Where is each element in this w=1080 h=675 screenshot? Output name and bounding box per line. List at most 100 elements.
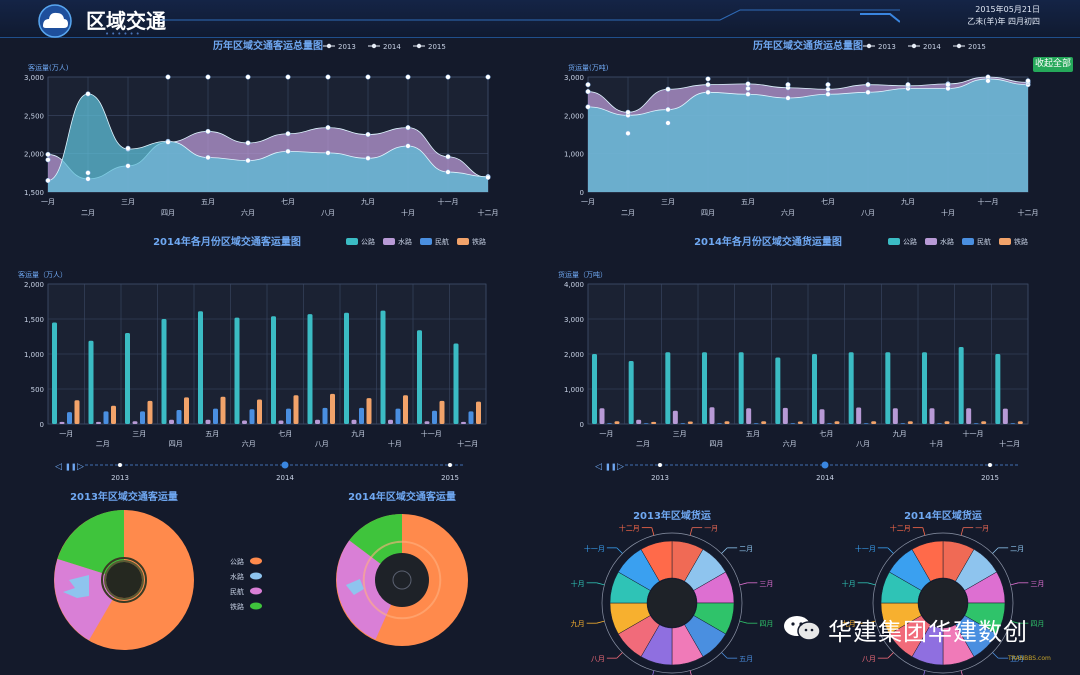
y-tick-label: 2,000 (564, 112, 584, 120)
month-label: 八月 (862, 655, 876, 663)
date-text: 2015年05月21日 (975, 5, 1040, 14)
series-area (588, 78, 1028, 192)
collapse-all-button[interactable]: 收起全部 (1033, 57, 1073, 72)
x-tick-label: 三月 (121, 198, 135, 206)
chart-title: 2014年各月份区域交通客运量图 (153, 235, 301, 248)
bar (125, 333, 130, 424)
timeline-year-label: 2014 (816, 474, 834, 482)
bar (834, 421, 840, 424)
x-tick-label: 八月 (856, 440, 870, 448)
month-label: 一月 (704, 525, 718, 533)
data-point (705, 76, 711, 82)
bar (315, 419, 320, 424)
bar (103, 411, 109, 424)
decor-dots: •••••• (105, 30, 142, 38)
timeline-point (118, 463, 122, 467)
bar (461, 421, 466, 424)
month-label: 八月 (591, 655, 605, 663)
y-tick-label: 3,000 (564, 74, 584, 82)
bar (205, 419, 211, 424)
bar (592, 354, 597, 424)
bar (856, 407, 862, 424)
data-point (125, 145, 131, 151)
y-tick-label: 2,000 (24, 281, 44, 289)
y-tick-label: 0 (580, 189, 584, 197)
data-point (825, 82, 831, 88)
pie-legend-swatch (250, 587, 262, 595)
outer-ring (601, 532, 743, 674)
pie-legend-swatch (250, 557, 262, 565)
bar (213, 408, 218, 424)
x-tick-label: 六月 (242, 439, 256, 448)
x-tick-label: 五月 (201, 198, 215, 206)
month-label: 十二月 (890, 524, 911, 533)
x-tick-label: 七月 (819, 429, 833, 438)
bar (88, 340, 94, 424)
timeline-next-icon: ▷ (77, 462, 84, 472)
data-point (285, 131, 291, 137)
legend-label: 铁路 (1014, 237, 1028, 246)
x-tick-label: 七月 (281, 197, 295, 206)
label-leader (992, 652, 999, 659)
donut-hole (648, 579, 696, 627)
data-point (1025, 78, 1031, 84)
inner-ring (101, 557, 147, 603)
data-point (125, 163, 131, 169)
pie-legend-label: 水路 (230, 572, 244, 581)
legend-label: 水路 (398, 237, 412, 246)
x-tick-label: 九月 (893, 429, 907, 438)
data-point (85, 170, 91, 176)
bar (293, 395, 299, 424)
series-line (587, 76, 1029, 113)
data-point (665, 120, 671, 126)
pie-legend-label: 铁路 (230, 602, 244, 611)
timeline-point (988, 463, 992, 467)
x-tick-label: 一月 (41, 198, 55, 206)
bar (476, 401, 481, 424)
month-label: 三月 (759, 580, 773, 588)
x-tick-label: 九月 (901, 197, 915, 206)
bar (863, 423, 869, 424)
y-tick-label: 2,000 (24, 151, 44, 159)
watermark-text: 华建集团华建数创 (828, 618, 1028, 646)
bar (628, 361, 634, 424)
data-point (445, 169, 451, 175)
bar (453, 343, 459, 424)
bar (599, 408, 605, 424)
bar (67, 412, 72, 424)
bar (966, 408, 972, 424)
app-title: 区域交通 (86, 9, 166, 33)
lunar-date-text: 乙未(羊)年 四月初四 (967, 17, 1040, 26)
data-point (825, 91, 831, 97)
series-line (47, 93, 489, 181)
x-tick-label: 六月 (241, 208, 255, 217)
bar (468, 411, 474, 424)
legend-item-label: 2013 (338, 43, 356, 51)
legend-swatch (925, 238, 937, 245)
x-tick-label: 二月 (636, 440, 650, 448)
label-leader (652, 670, 655, 675)
timeline-prev-icon: ◁ (595, 462, 602, 472)
x-tick-label: 五月 (746, 430, 760, 438)
legend-item-label: 2013 (878, 43, 896, 51)
bar (724, 421, 730, 424)
pie-legend-swatch (250, 572, 262, 580)
month-label: 一月 (975, 525, 989, 533)
x-tick-label: 七月 (821, 197, 835, 206)
bar (271, 316, 276, 424)
top-header: 区域交通 •••••• 2015年05月21日 乙未(羊)年 四月初四 (0, 0, 1080, 38)
bar (322, 407, 328, 424)
slice-waterway (63, 575, 89, 598)
data-point (245, 74, 251, 80)
month-label: 四月 (1030, 620, 1044, 628)
bar (388, 419, 393, 424)
y-tick-label: 0 (40, 421, 44, 429)
data-point (285, 74, 291, 80)
bar (871, 421, 877, 424)
bar (709, 407, 715, 424)
x-tick-label: 十月 (929, 439, 943, 448)
x-tick-label: 七月 (278, 429, 292, 438)
label-leader (721, 547, 728, 554)
bar (307, 314, 313, 424)
bar (929, 408, 935, 424)
